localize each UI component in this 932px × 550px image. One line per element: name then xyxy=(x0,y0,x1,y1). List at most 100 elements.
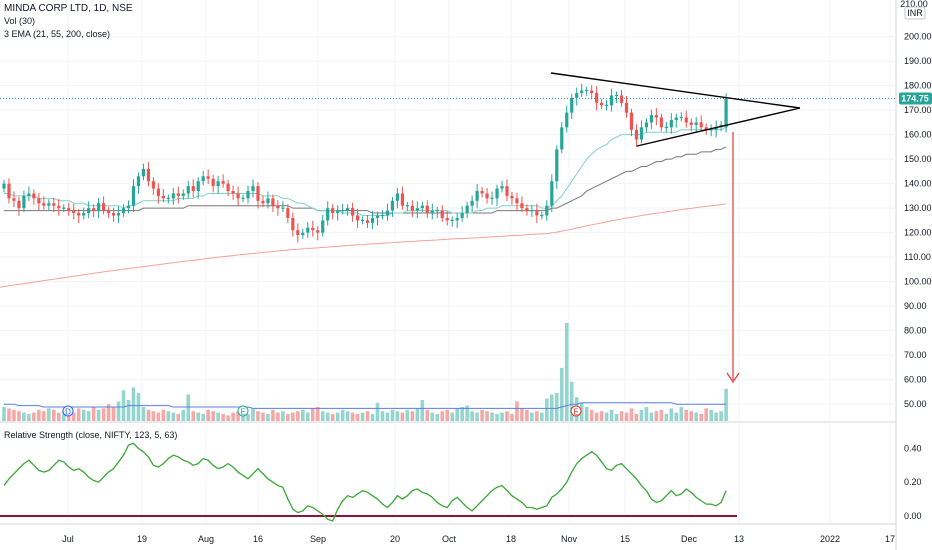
time-tick-label: Nov xyxy=(561,534,578,544)
symbol-title[interactable]: MINDA CORP LTD, 1D, NSE xyxy=(4,3,133,14)
volume-bar xyxy=(340,409,345,421)
candle-body xyxy=(97,203,101,211)
volume-legend[interactable]: Vol (30) xyxy=(4,16,36,26)
volume-bar xyxy=(589,409,594,421)
volume-bar xyxy=(410,411,415,421)
time-tick-label: 16 xyxy=(253,534,263,544)
volume-bar xyxy=(365,411,370,421)
volume-bar xyxy=(719,411,723,421)
time-tick-label: Aug xyxy=(198,534,214,544)
volume-bar xyxy=(111,407,116,421)
candle-body xyxy=(585,89,589,92)
price-tick-label: 120.00 xyxy=(904,228,932,238)
volume-bar xyxy=(579,402,584,421)
candle-body xyxy=(445,217,449,221)
lower-trendline[interactable] xyxy=(636,107,801,147)
rs-legend[interactable]: Relative Strength (close, NIFTY, 123, 5,… xyxy=(4,430,178,440)
candle-body xyxy=(355,215,360,221)
candle-body xyxy=(500,186,504,189)
volume-bar xyxy=(81,409,86,421)
candle-body xyxy=(684,117,688,123)
volume-bar xyxy=(420,400,425,421)
volume-bar xyxy=(310,408,315,421)
candle-body xyxy=(470,200,474,206)
candle-body xyxy=(410,205,414,211)
candle-body xyxy=(380,214,385,217)
volume-bar xyxy=(201,414,205,421)
volume-bar xyxy=(56,412,61,421)
volume-bar xyxy=(550,394,554,421)
volume-bar xyxy=(385,412,390,421)
volume-bar xyxy=(694,412,699,421)
candle-body xyxy=(7,183,11,199)
upper-trendline[interactable] xyxy=(550,72,801,109)
candle-body xyxy=(575,93,579,98)
volume-bar xyxy=(360,412,365,421)
volume-bar xyxy=(370,414,375,421)
price-tick-label: 60.00 xyxy=(904,375,927,385)
volume-bar xyxy=(281,411,285,421)
time-tick-label: Jul xyxy=(62,534,74,544)
candle-body xyxy=(231,191,235,194)
candle-body xyxy=(714,127,718,130)
time-tick-label: 18 xyxy=(506,534,516,544)
candle-body xyxy=(649,115,653,123)
candle-body xyxy=(311,227,315,231)
time-axis-labels[interactable]: Jul 19 Aug 16 Sep 20 Oct 18 Nov 15 Dec 13 2022 17 xyxy=(62,534,895,544)
ema-21-line xyxy=(4,126,727,216)
volume-bar xyxy=(141,407,146,421)
volume-bar xyxy=(594,412,599,421)
rs-tick-label: 0.00 xyxy=(904,511,922,521)
volume-bar xyxy=(136,393,141,421)
candle-body xyxy=(22,195,26,209)
volume-bar xyxy=(659,409,664,421)
candle-body xyxy=(435,210,439,212)
candle-body xyxy=(545,205,549,216)
volume-bar xyxy=(375,402,380,421)
price-axis-labels[interactable]: 200.00 190.00 180.00 170.00 160.00 150.00 140.… xyxy=(904,32,932,409)
price-tick-label: 190.00 xyxy=(904,56,932,66)
volume-bar xyxy=(405,409,410,421)
candle-body xyxy=(176,193,180,196)
candle-body xyxy=(385,210,390,216)
price-tick-label: 70.00 xyxy=(904,350,927,360)
candle-body xyxy=(306,227,310,233)
volume-bar xyxy=(634,414,639,421)
event-marker-badge xyxy=(237,405,249,417)
volume-bar xyxy=(156,412,161,421)
candle-body xyxy=(634,129,639,140)
volume-bar xyxy=(460,407,464,421)
volume-bar xyxy=(520,408,524,421)
volume-bar xyxy=(584,407,589,421)
candle-body xyxy=(440,210,444,218)
candle-body xyxy=(256,186,260,201)
ema-legend[interactable]: 3 EMA (21, 55, 200, close) xyxy=(4,29,111,39)
candle-body xyxy=(485,193,489,199)
triangle-pattern-drawing[interactable] xyxy=(550,72,801,147)
candle-body xyxy=(560,127,564,150)
target-arrow[interactable] xyxy=(726,132,740,384)
volume-bar xyxy=(22,412,26,421)
candle-body xyxy=(326,208,330,221)
event-marker-badge xyxy=(570,405,582,417)
volume-bars xyxy=(2,323,728,421)
candle-body xyxy=(32,193,36,199)
candle-body xyxy=(236,193,240,199)
volume-bar xyxy=(485,411,489,421)
candle-body xyxy=(336,210,340,214)
volume-bar xyxy=(47,408,51,421)
volume-bar xyxy=(395,411,400,421)
volume-bar xyxy=(699,414,703,421)
candle-body xyxy=(161,195,165,199)
volume-bar xyxy=(525,409,529,421)
ema-200-line xyxy=(0,203,727,288)
candle-body xyxy=(286,208,290,218)
candle-body xyxy=(654,115,658,118)
time-tick-label: 13 xyxy=(734,534,744,544)
currency-box[interactable] xyxy=(904,6,926,20)
candle-body xyxy=(709,129,713,131)
last-price-badge: 174.75 xyxy=(899,92,932,105)
candle-body xyxy=(226,183,230,192)
candle-body xyxy=(530,210,534,212)
